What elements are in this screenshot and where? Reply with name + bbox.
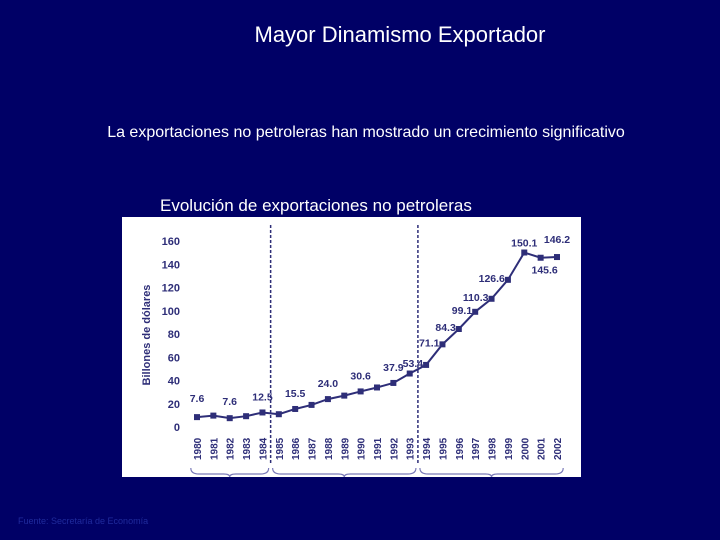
y-tick-label: 60 [168,352,180,364]
line-chart: Billones de dólares 0 20 40 60 80 100 120 140 16… [141,225,571,478]
period-brace [190,467,270,478]
y-tick-label: 120 [162,283,180,295]
y-tick-label: 100 [162,306,180,318]
x-tick-label: 1985 [275,437,286,460]
data-point [374,384,380,391]
x-tick-label: 1980 [193,437,204,460]
data-label: 15.5 [285,388,306,400]
data-point [504,276,511,283]
x-tick-label: 1982 [226,437,237,460]
data-points [194,249,560,422]
x-tick-label: 1995 [438,437,449,460]
chart-title: Evolución de exportaciones no petroleras [160,196,472,215]
data-label: 150.1 [511,238,537,250]
data-point [488,295,495,302]
data-label: 99.1 [452,305,473,317]
data-label: 126.6 [479,273,505,285]
data-point [275,411,282,418]
x-tick-label: 1998 [488,437,499,460]
x-tick-label: 2002 [553,437,564,460]
data-point [537,254,544,261]
data-label: 110.3 [463,292,489,304]
data-label: 7.6 [222,396,237,408]
data-label: 146.2 [544,234,570,246]
y-tick-label: 20 [168,399,180,411]
data-point [308,401,315,408]
data-point [455,326,462,333]
data-point [406,370,413,377]
x-tick-label: 1996 [455,437,466,460]
period-brace [272,467,417,478]
data-label: 7.6 [190,393,205,405]
x-ticks: 1980 1981 1982 1983 1984 1985 1986 1987 1988 1989… [193,437,564,460]
source-note: Fuente: Secretaría de Economía [18,516,149,526]
data-point [341,392,348,399]
slide-subtitle: La exportaciones no petroleras han mostr… [107,124,625,141]
y-tick-label: 160 [162,236,180,248]
x-tick-label: 1983 [242,437,253,460]
data-point [472,308,479,315]
data-label: 71.1 [419,337,440,349]
y-tick-label: 40 [168,376,180,388]
x-tick-label: 2000 [520,437,531,460]
data-label: 84.3 [435,322,456,334]
y-axis-label: Billones de dólares [141,285,153,386]
period-dividers [269,225,419,465]
data-point [243,413,250,420]
period-braces [190,467,564,478]
data-point [521,249,528,256]
data-label: 145.6 [531,265,557,277]
chart-area: Billones de dólares 0 20 40 60 80 100 120 140 16… [122,217,581,478]
period-brace [419,467,564,478]
x-tick-label: 1991 [373,437,384,460]
data-point [324,396,331,403]
data-label: 12.5 [252,391,273,403]
y-tick-label: 80 [168,329,180,341]
data-label: 30.6 [350,370,371,382]
x-tick-label: 1981 [209,437,220,460]
data-point [210,412,217,419]
y-tick-label: 0 [174,422,180,434]
data-point [554,254,560,261]
data-label: 24.0 [318,378,339,390]
data-point [423,361,430,368]
y-ticks: 0 20 40 60 80 100 120 140 160 [162,236,180,434]
data-point [390,379,397,386]
x-tick-label: 1992 [389,437,400,460]
y-tick-label: 140 [162,259,180,271]
data-point [439,341,446,348]
data-point [194,414,200,421]
x-tick-label: 1988 [324,437,335,460]
x-tick-label: 1994 [422,437,433,460]
x-tick-label: 1993 [406,437,417,460]
data-label: 37.9 [383,362,404,374]
x-tick-label: 2001 [537,437,548,460]
x-tick-label: 1997 [471,437,482,460]
data-point [259,409,266,416]
data-point [226,415,233,422]
data-point [292,405,299,412]
data-label: 53.4 [403,358,424,370]
x-tick-label: 1990 [357,437,368,460]
slide-title: Mayor Dinamismo Exportador [254,22,546,47]
x-tick-label: 1986 [291,437,302,460]
x-tick-label: 1989 [340,437,351,460]
x-tick-label: 1984 [258,437,269,460]
x-tick-label: 1987 [308,437,319,460]
data-point [357,388,364,395]
data-labels: 7.6 7.6 12.5 15.5 24.0 30.6 37.9 53.4 71.1 84.3 99… [190,234,571,408]
x-tick-label: 1999 [504,437,515,460]
